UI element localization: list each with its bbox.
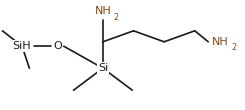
Text: NH: NH [95,6,111,16]
Text: 2: 2 [232,43,236,52]
Text: NH: NH [212,37,229,47]
Text: Si: Si [98,63,108,73]
Text: 2: 2 [114,13,119,22]
Text: O: O [53,41,62,51]
Text: SiH: SiH [13,41,31,51]
